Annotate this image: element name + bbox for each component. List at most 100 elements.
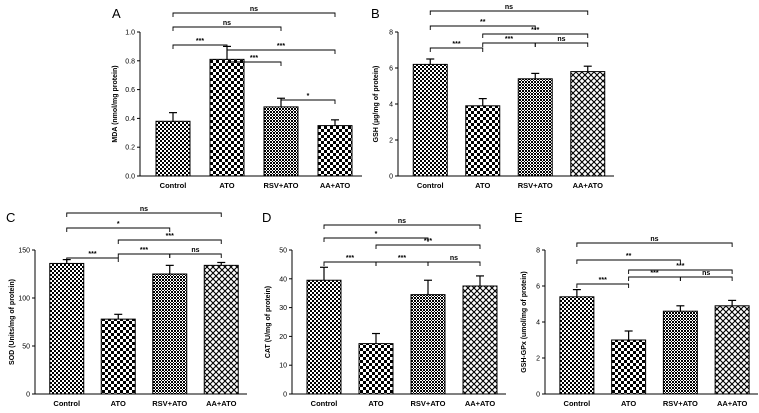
significance-label: *** <box>196 38 204 45</box>
category-label: Control <box>311 399 338 408</box>
y-tick-label: 6 <box>389 66 393 73</box>
y-tick-label: 0.2 <box>125 145 135 152</box>
category-label: ATO <box>111 399 126 408</box>
y-tick-label: 6 <box>536 284 540 291</box>
y-tick-label: 0.8 <box>125 58 135 65</box>
significance-bracket <box>576 259 681 264</box>
significance-bracket <box>117 239 222 244</box>
bar-aa-ato <box>570 71 606 177</box>
panel-a-letter: A <box>112 6 121 21</box>
significance-label: * <box>117 221 120 228</box>
significance-label: *** <box>676 263 684 270</box>
significance-bracket <box>172 26 282 31</box>
category-label: AA+ATO <box>465 399 496 408</box>
y-axis-label: GSH (µg/mg of protein) <box>373 66 380 143</box>
category-label: AA+ATO <box>573 181 604 190</box>
y-tick-label: 0 <box>536 392 540 399</box>
significance-bracket <box>172 44 228 49</box>
significance-label: *** <box>650 270 658 277</box>
significance-bracket <box>482 42 536 47</box>
bar-rsv-ato <box>517 78 553 177</box>
significance-bracket <box>628 269 733 274</box>
y-axis-label: SOD (Units/mg of protein) <box>9 279 16 365</box>
significance-bracket <box>323 224 481 229</box>
y-tick-label: 0.0 <box>125 174 135 181</box>
significance-bracket <box>226 61 282 66</box>
y-tick-label: 0 <box>283 392 287 399</box>
significance-label: *** <box>599 277 607 284</box>
bar-ato <box>465 105 501 177</box>
significance-label: ** <box>626 253 632 260</box>
bar-aa-ato <box>203 264 239 395</box>
significance-bracket <box>169 253 222 258</box>
y-tick-label: 2 <box>536 356 540 363</box>
panel-a: A 0.0 0.2 0.4 0.6 0.8 1.0 MDA (nmol/mg protein… <box>112 6 362 190</box>
category-label: AA+ATO <box>206 399 237 408</box>
bar-rsv-ato <box>263 106 299 177</box>
panel-d: D 0 10 20 30 40 50 CAT (U/mg of protein) Contro… <box>262 210 506 408</box>
significance-bracket <box>323 237 429 242</box>
y-tick-label: 150 <box>18 248 30 255</box>
y-tick-label: 4 <box>389 102 393 109</box>
panel-b: B 0 2 4 6 8 GSH (µg/mg of protein) Control ATO R… <box>371 4 614 190</box>
bar-ato <box>611 339 647 395</box>
significance-label: ns <box>140 206 148 213</box>
y-axis-label: MDA (nmol/mg protein) <box>112 65 119 142</box>
significance-label: *** <box>452 41 460 48</box>
y-tick-label: 2 <box>389 138 393 145</box>
significance-label: * <box>375 231 378 238</box>
significance-bracket <box>375 244 481 249</box>
bar-aa-ato <box>714 305 750 395</box>
significance-label: * <box>307 93 310 100</box>
significance-bracket <box>679 276 733 281</box>
significance-bracket <box>323 261 377 266</box>
significance-label: *** <box>250 55 258 62</box>
significance-bracket <box>117 253 171 258</box>
category-label: RSV+ATO <box>411 399 446 408</box>
panel-b-letter: B <box>371 6 380 21</box>
panel-e: E 0 2 4 6 8 GSH-GPx (umol/mg of protein) Contr… <box>514 210 758 408</box>
bar-control <box>306 279 342 395</box>
y-tick-label: 100 <box>18 296 30 303</box>
significance-bracket <box>66 257 119 262</box>
significance-label: ns <box>250 6 258 13</box>
category-label: AA+ATO <box>717 399 748 408</box>
significance-bracket <box>172 12 336 17</box>
y-tick-label: 50 <box>279 248 287 255</box>
significance-label: ns <box>557 36 565 43</box>
category-label: AA+ATO <box>320 181 351 190</box>
bar-aa-ato <box>462 285 498 395</box>
significance-bracket <box>429 47 484 52</box>
y-tick-label: 0 <box>389 174 393 181</box>
y-tick-label: 50 <box>22 344 30 351</box>
significance-bracket <box>66 212 222 217</box>
panel-c-letter: C <box>6 210 15 225</box>
bar-ato <box>100 318 136 395</box>
y-tick-label: 0.4 <box>125 116 135 123</box>
significance-bracket <box>628 276 681 281</box>
significance-bracket <box>66 227 171 232</box>
y-tick-label: 0 <box>26 392 30 399</box>
significance-label: ns <box>650 236 658 243</box>
category-label: RSV+ATO <box>518 181 553 190</box>
significance-label: ns <box>702 270 710 277</box>
category-label: RSV+ATO <box>152 399 187 408</box>
bar-rsv-ato <box>662 310 698 395</box>
y-tick-label: 8 <box>536 248 540 255</box>
significance-label: *** <box>346 255 354 262</box>
category-label: ATO <box>621 399 636 408</box>
significance-bracket <box>226 49 336 54</box>
bar-ato <box>209 58 245 177</box>
bar-control <box>49 262 85 395</box>
y-tick-label: 20 <box>279 334 287 341</box>
y-axis-label: CAT (U/mg of protein) <box>265 286 272 358</box>
bar-control <box>155 120 191 177</box>
significance-label: *** <box>277 43 285 50</box>
y-tick-label: 1.0 <box>125 30 135 37</box>
category-label: ATO <box>475 181 490 190</box>
y-axis-label: GSH-GPx (umol/mg of protein) <box>521 271 528 373</box>
significance-bracket <box>576 283 630 288</box>
panel-d-letter: D <box>262 210 271 225</box>
category-label: Control <box>417 181 444 190</box>
